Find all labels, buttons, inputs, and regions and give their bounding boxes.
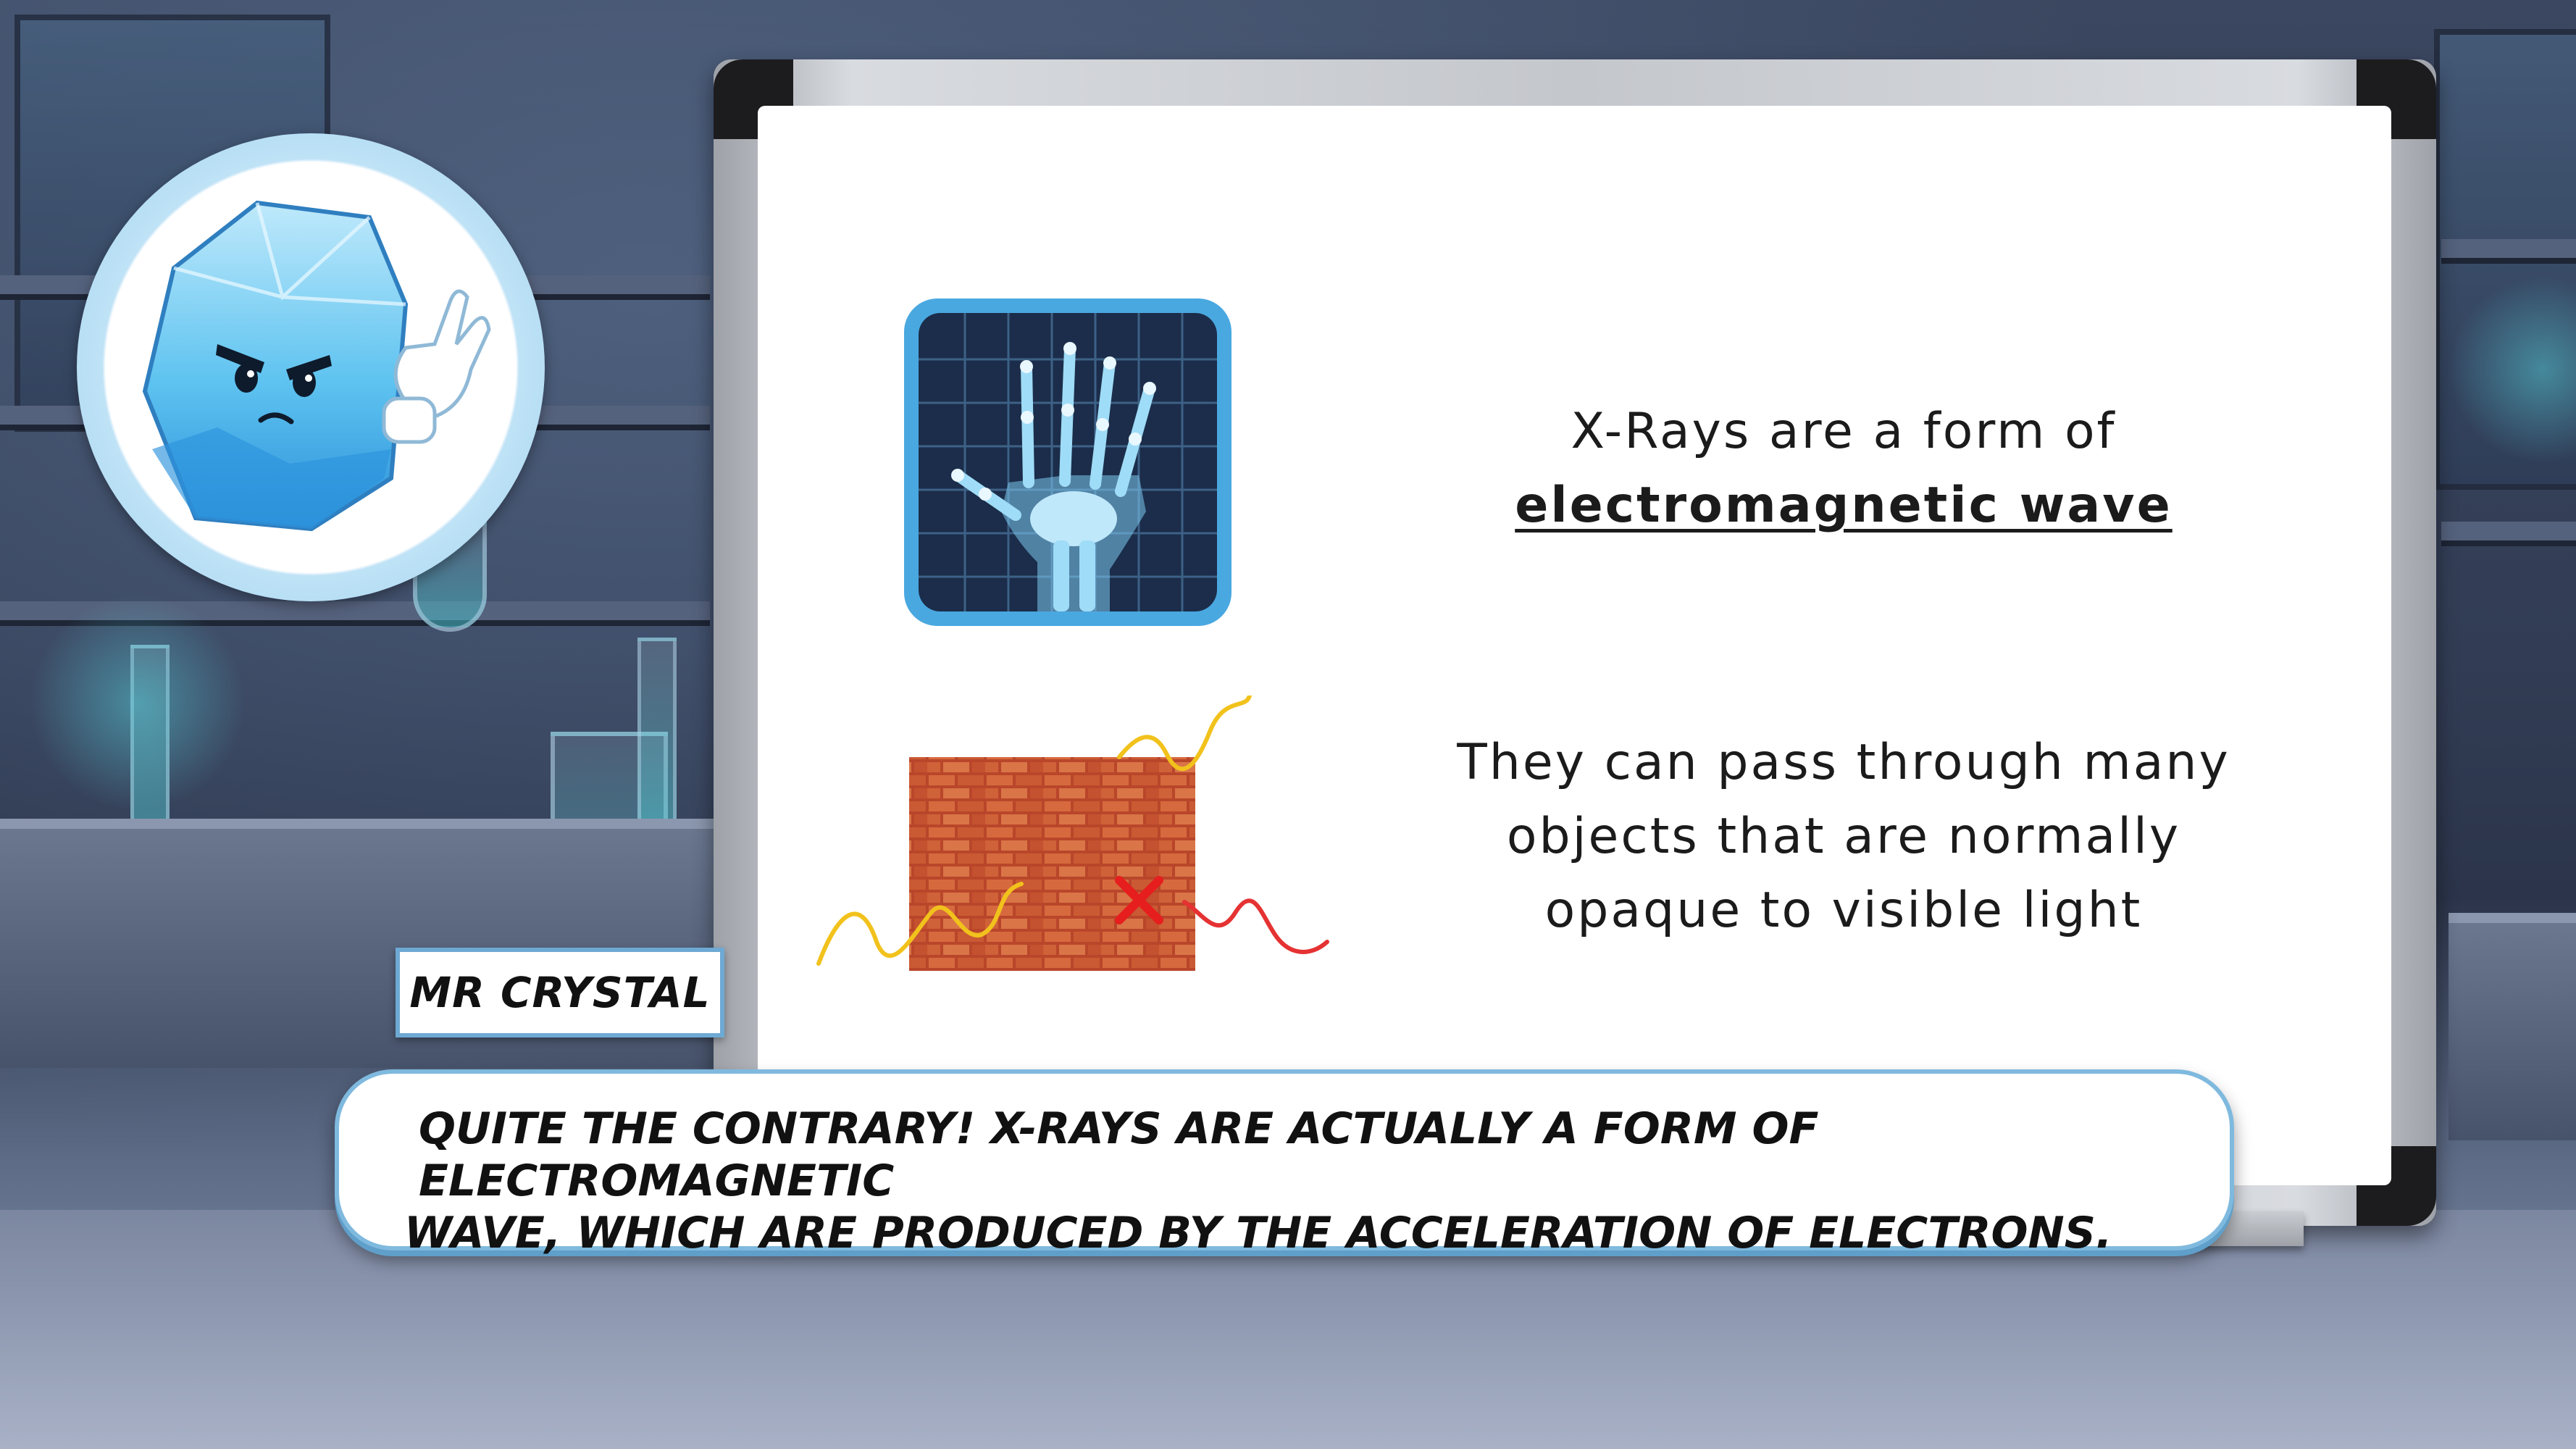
fact-line: opaque to visible light xyxy=(1544,882,2143,939)
speaker-name: MR CRYSTAL xyxy=(409,968,711,1017)
speaker-name-tag: MR CRYSTAL xyxy=(396,948,724,1037)
fact-line: objects that are normally xyxy=(1506,808,2181,865)
dialogue-line: WAVE, WHICH ARE PRODUCED BY THE ACCELERA… xyxy=(404,1208,2112,1258)
crystal-character-avatar xyxy=(142,200,491,532)
fact-line: They can pass through many xyxy=(1457,734,2230,791)
dialogue-text: QUITE THE CONTRARY! X-RAYS ARE ACTUALLY … xyxy=(404,1103,2179,1259)
whiteboard xyxy=(758,106,2391,1185)
fact-penetration: They can pass through many objects that … xyxy=(1409,726,2278,948)
fact-line: X-Rays are a form of xyxy=(1571,403,2117,460)
fact-emphasis: electromagnetic wave xyxy=(1515,477,2173,534)
fact-xray-wave: X-Rays are a form of electromagnetic wav… xyxy=(1409,395,2278,543)
brick-wall-wave-icon xyxy=(816,696,1329,971)
dialogue-box[interactable]: QUITE THE CONTRARY! X-RAYS ARE ACTUALLY … xyxy=(335,1069,2234,1258)
dialogue-line: QUITE THE CONTRARY! X-RAYS ARE ACTUALLY … xyxy=(419,1103,1819,1206)
xray-hand-icon xyxy=(904,298,1231,626)
